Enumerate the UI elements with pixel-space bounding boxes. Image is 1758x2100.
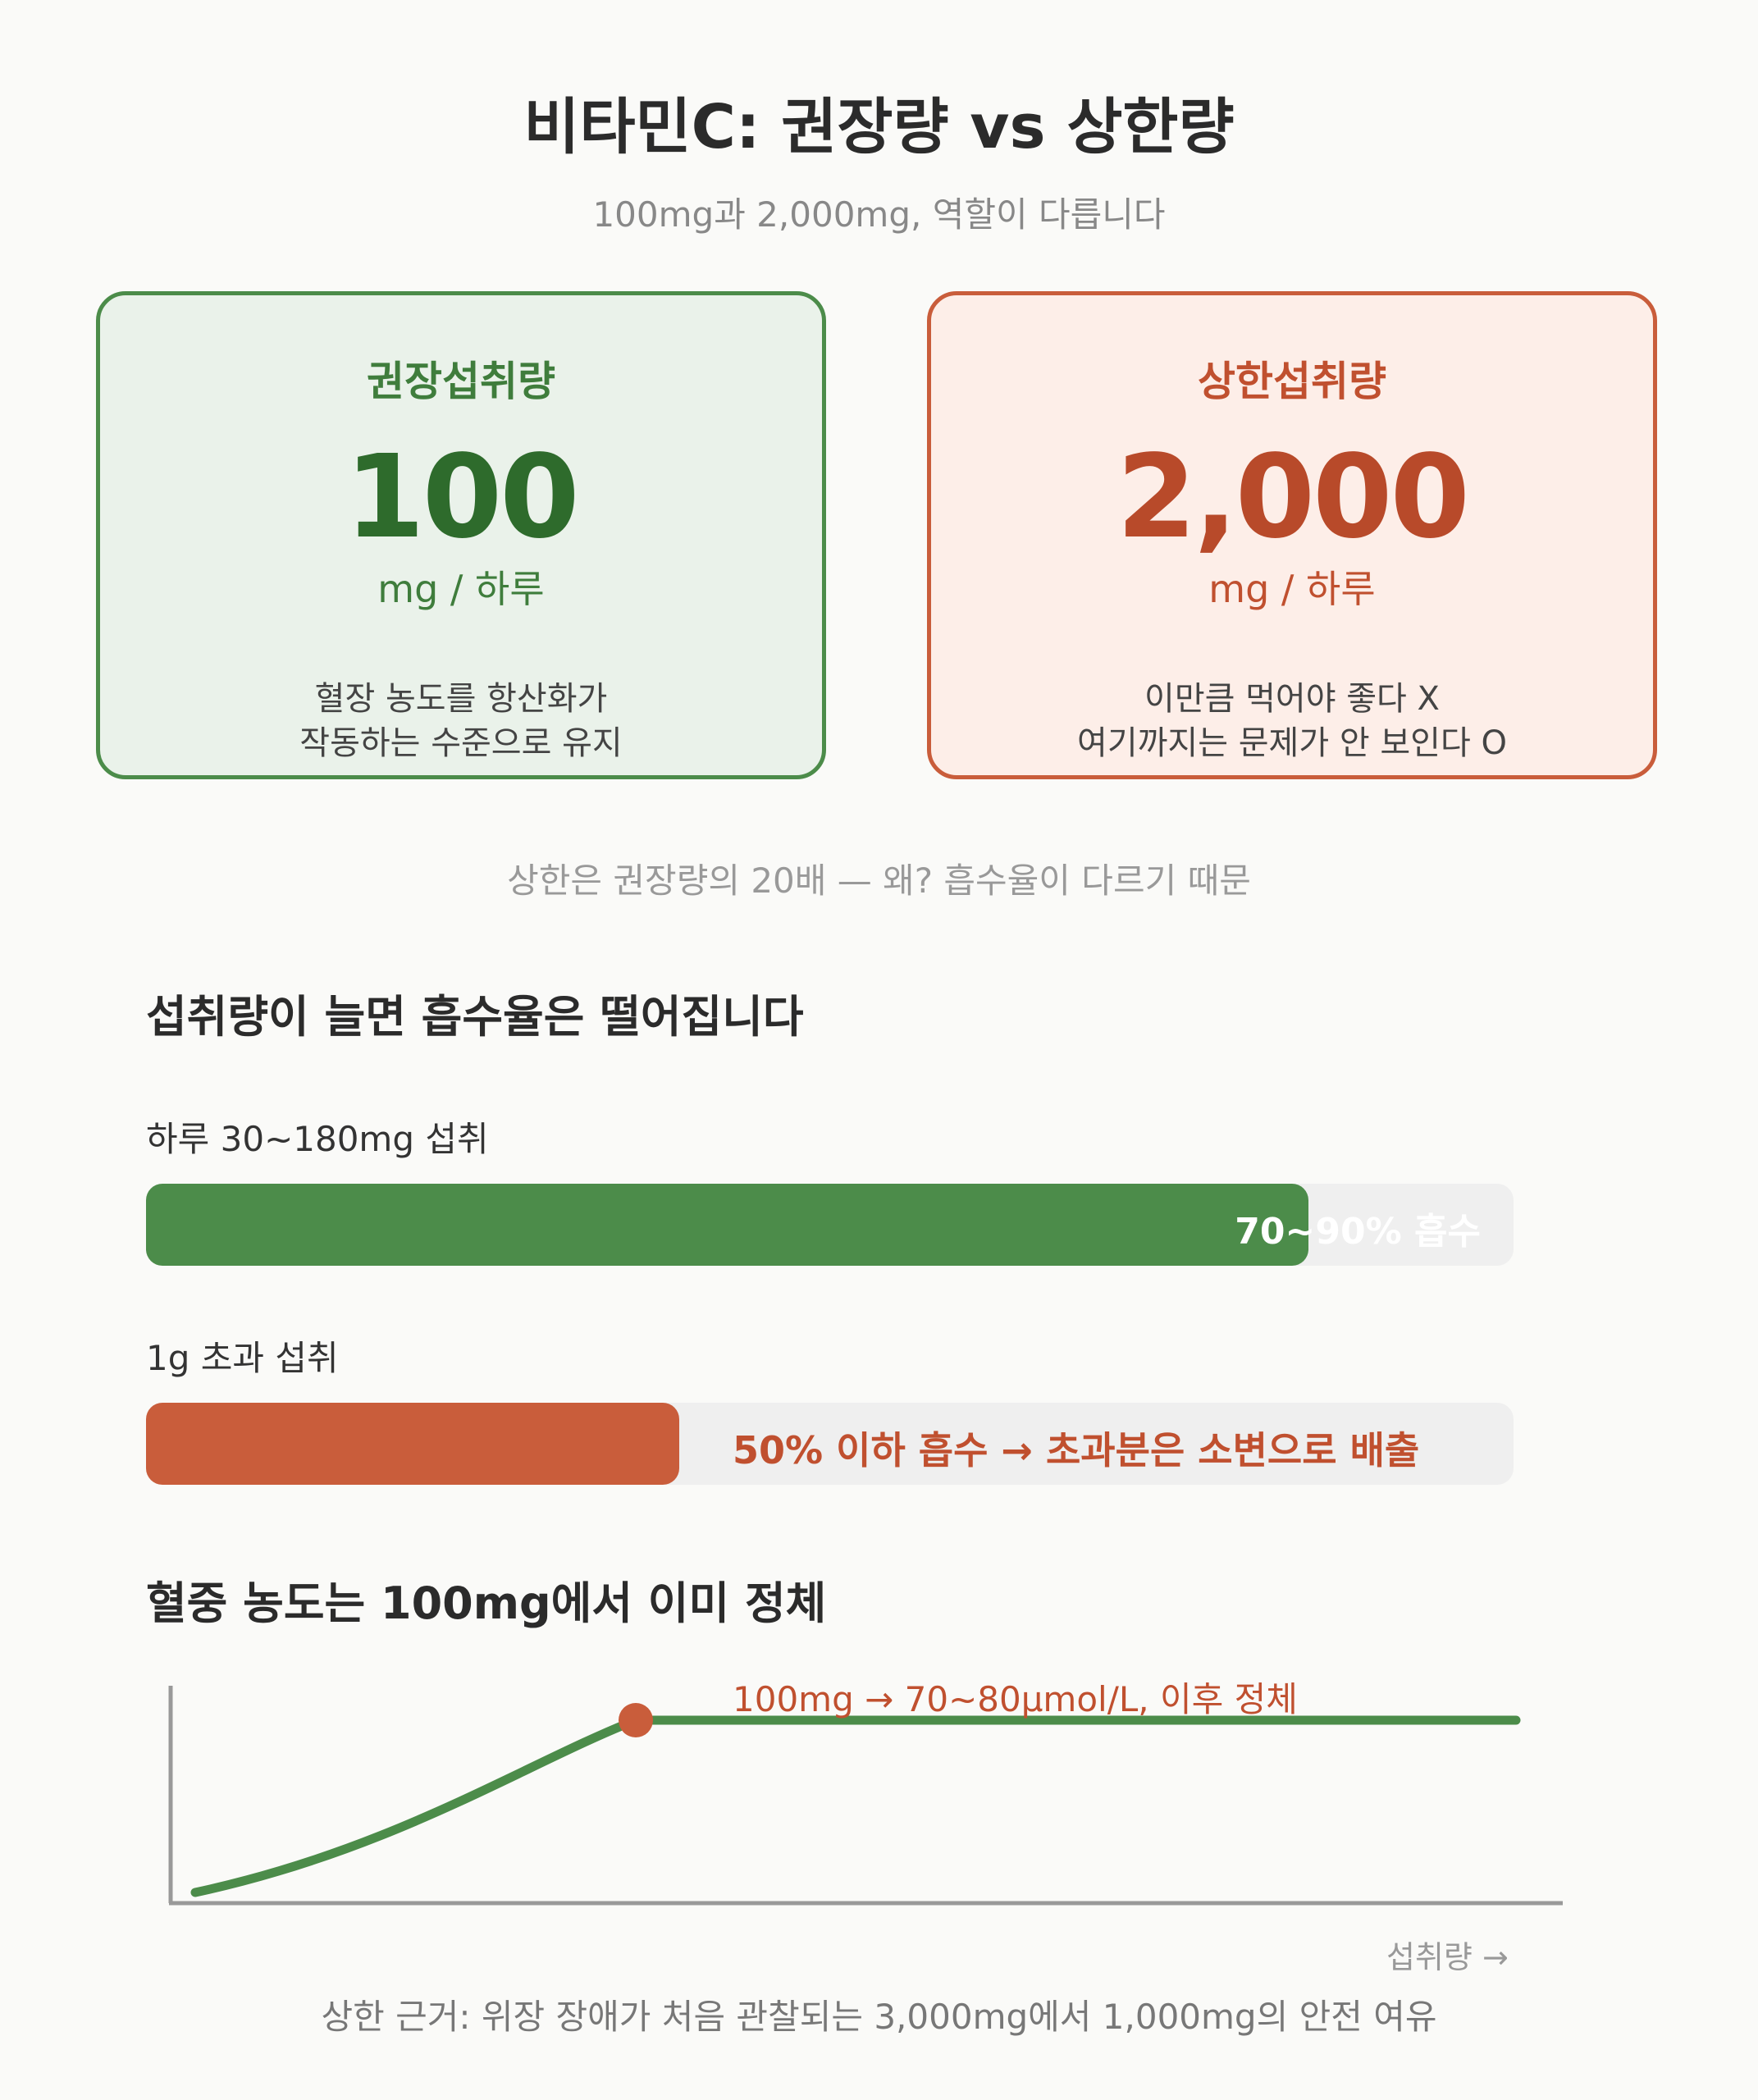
- plateau-point-label: 100mg → 70~80μmol/L, 이후 정체: [733, 1679, 1298, 1719]
- low-intake-bar-fill: [146, 1184, 1308, 1266]
- recommended-desc-line1: 혈장 농도를 항산화가: [314, 680, 608, 718]
- upper-limit-value: 2,000: [1116, 431, 1470, 564]
- recommended-intake-card: 권장섭취량 100 mg / 하루 혈장 농도를 항산화가 작동하는 수준으로 …: [96, 291, 826, 779]
- upper-desc-line1: 이만큼 먹어야 좋다 X: [1144, 680, 1440, 718]
- recommended-intake-value: 100: [345, 431, 579, 564]
- high-intake-bar-track: 50% 이하 흡수 → 초과분은 소변으로 배출: [146, 1403, 1514, 1485]
- low-intake-absorption-text: 70~90% 흡수: [1235, 1211, 1481, 1253]
- upper-limit-label: 상한섭취량: [1198, 358, 1386, 405]
- plateau-point-marker: [619, 1703, 653, 1737]
- rising-curve: [190, 1715, 641, 1897]
- footnote: 상한 근거: 위장 장애가 처음 관찰되는 3,000mg에서 1,000mg의…: [321, 1997, 1437, 2037]
- upper-limit-card: 상한섭취량 2,000 mg / 하루 이만큼 먹어야 좋다 X 여기까지는 문…: [927, 291, 1657, 779]
- page-title: 비타민C: 권장량 vs 상한량: [523, 92, 1235, 162]
- plateau-curve-diagram: [168, 1686, 1563, 1906]
- page-subtitle: 100mg과 2,000mg, 역할이 다릅니다: [592, 194, 1166, 235]
- upper-desc-line2: 여기까지는 문제가 안 보인다 O: [1077, 724, 1507, 762]
- upper-limit-description: 이만큼 먹어야 좋다 X 여기까지는 문제가 안 보인다 O: [931, 677, 1653, 765]
- x-axis-label: 섭취량 →: [1386, 1939, 1509, 1975]
- recommended-intake-unit: mg / 하루: [377, 567, 545, 611]
- high-intake-bar-fill: [146, 1403, 680, 1485]
- high-intake-label: 1g 초과 섭취: [146, 1338, 339, 1378]
- high-intake-absorption-text: 50% 이하 흡수 → 초과분은 소변으로 배출: [733, 1428, 1420, 1472]
- upper-limit-unit: mg / 하루: [1208, 567, 1376, 611]
- plateau-section-title: 혈중 농도는 100mg에서 이미 정체: [146, 1577, 827, 1629]
- low-intake-bar-track: 70~90% 흡수: [146, 1184, 1514, 1266]
- ratio-note: 상한은 권장량의 20배 — 왜? 흡수율이 다르기 때문: [507, 861, 1251, 901]
- low-intake-label: 하루 30~180mg 섭취: [146, 1119, 489, 1159]
- recommended-desc-line2: 작동하는 수준으로 유지: [299, 724, 623, 762]
- absorption-section-title: 섭취량이 늘면 흡수율은 떨어집니다: [146, 991, 804, 1043]
- recommended-intake-label: 권장섭취량: [367, 358, 555, 405]
- recommended-intake-description: 혈장 농도를 항산화가 작동하는 수준으로 유지: [100, 677, 822, 765]
